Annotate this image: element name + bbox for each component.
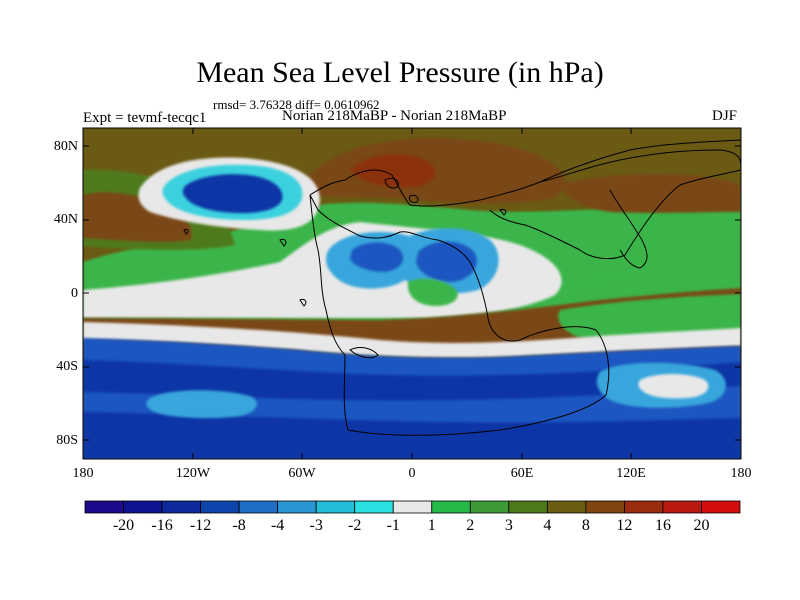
season-label: DJF [712, 108, 738, 124]
coast-northeast-detail [609, 189, 648, 269]
colorbar-swatch-10 [469, 500, 510, 514]
y-tick-label-80n: 80N [53, 139, 78, 154]
colorbar-label-9: 2 [466, 517, 475, 534]
colorbar-swatch-11 [508, 500, 548, 514]
x-tick-label-180w: 180 [72, 466, 94, 481]
field-green-south-east [558, 294, 741, 340]
colorbar-label-0: -20 [112, 517, 135, 534]
y-tick-label-0: 0 [71, 286, 78, 301]
colorbar-label-12: 8 [581, 517, 590, 534]
x-tick-label-180e: 180 [730, 466, 752, 481]
chart-title: Mean Sea Level Pressure (in hPa) [196, 56, 604, 89]
y-tick-label-80s: 80S [56, 433, 78, 448]
colorbar-swatch-0 [84, 500, 124, 514]
colorbar-label-5: -3 [309, 517, 323, 534]
colorbar-swatch-12 [546, 500, 587, 514]
rmsd-diff-stats: rmsd= 3.76328 diff= 0.0610962 [213, 97, 380, 112]
x-tick-label-120w: 120W [175, 466, 211, 481]
comparison-label: Norian 218MaBP - Norian 218MaBP [282, 108, 507, 124]
field-green-center-blob [407, 278, 458, 306]
colorbar-label-10: 3 [504, 517, 513, 534]
contour-fill-layer [83, 128, 741, 459]
coast-fragment-south [349, 347, 379, 359]
colorbar-label-1: -16 [151, 517, 173, 534]
field-brown-northeast [560, 174, 741, 213]
experiment-label: Expt = tevmf-tecqc1 [83, 110, 207, 126]
colorbar-swatch-2 [161, 500, 201, 514]
field-neutral-southeast-high [638, 374, 709, 399]
colorbar-swatch-4 [238, 500, 279, 514]
colorbar-swatch-7 [354, 500, 394, 514]
x-tick-label-0: 0 [408, 466, 416, 481]
coast-fragment-west [183, 229, 307, 307]
colorbar-label-3: -8 [232, 517, 246, 534]
colorbar-swatch-14 [624, 500, 664, 514]
x-tick-label-60w: 60W [288, 466, 316, 481]
north-island-coast [489, 149, 741, 260]
field-blue-central-low-a [350, 242, 404, 272]
colorbar-label-15: 20 [693, 517, 710, 534]
colorbar-label-8: 1 [427, 517, 436, 534]
y-tick-label-40s: 40S [56, 359, 78, 374]
colorbar-label-14: 16 [654, 517, 671, 534]
colorbar-swatch-3 [200, 500, 240, 514]
field-blue-northwest-low [182, 174, 283, 214]
colorbar-label-13: 12 [616, 517, 633, 534]
colorbar-swatch-9 [431, 500, 471, 514]
colorbar-label-7: -1 [386, 517, 400, 534]
colorbar-swatch-16 [701, 500, 741, 514]
pangea-coastline [309, 139, 741, 436]
field-neutral-south-band [83, 322, 741, 358]
colorbar [84, 500, 741, 514]
colorbar-swatch-15 [662, 500, 702, 514]
y-axis-ticks [83, 145, 741, 441]
colorbar-label-6: -2 [348, 517, 362, 534]
coast-islands-north [384, 177, 507, 216]
x-axis-ticks [82, 128, 742, 459]
colorbar-swatch-5 [277, 500, 317, 514]
field-blue-central-low-b [416, 241, 477, 282]
field-light-blue-southwest [146, 390, 257, 419]
field-red-north [350, 154, 435, 188]
colorbar-swatch-8 [392, 500, 433, 514]
colorbar-swatch-13 [585, 500, 625, 514]
coastline-layer [183, 139, 741, 436]
field-brown-west [83, 192, 192, 242]
y-tick-label-40n: 40N [53, 212, 78, 227]
colorbar-swatch-1 [123, 500, 163, 514]
colorbar-label-2: -12 [189, 517, 212, 534]
colorbar-swatch-6 [315, 500, 356, 514]
colorbar-label-11: 4 [543, 517, 552, 534]
x-tick-label-120e: 120E [616, 466, 646, 481]
colorbar-label-4: -4 [270, 517, 285, 534]
x-tick-label-60e: 60E [510, 466, 534, 481]
field-deep-blue-south-1 [83, 360, 741, 401]
